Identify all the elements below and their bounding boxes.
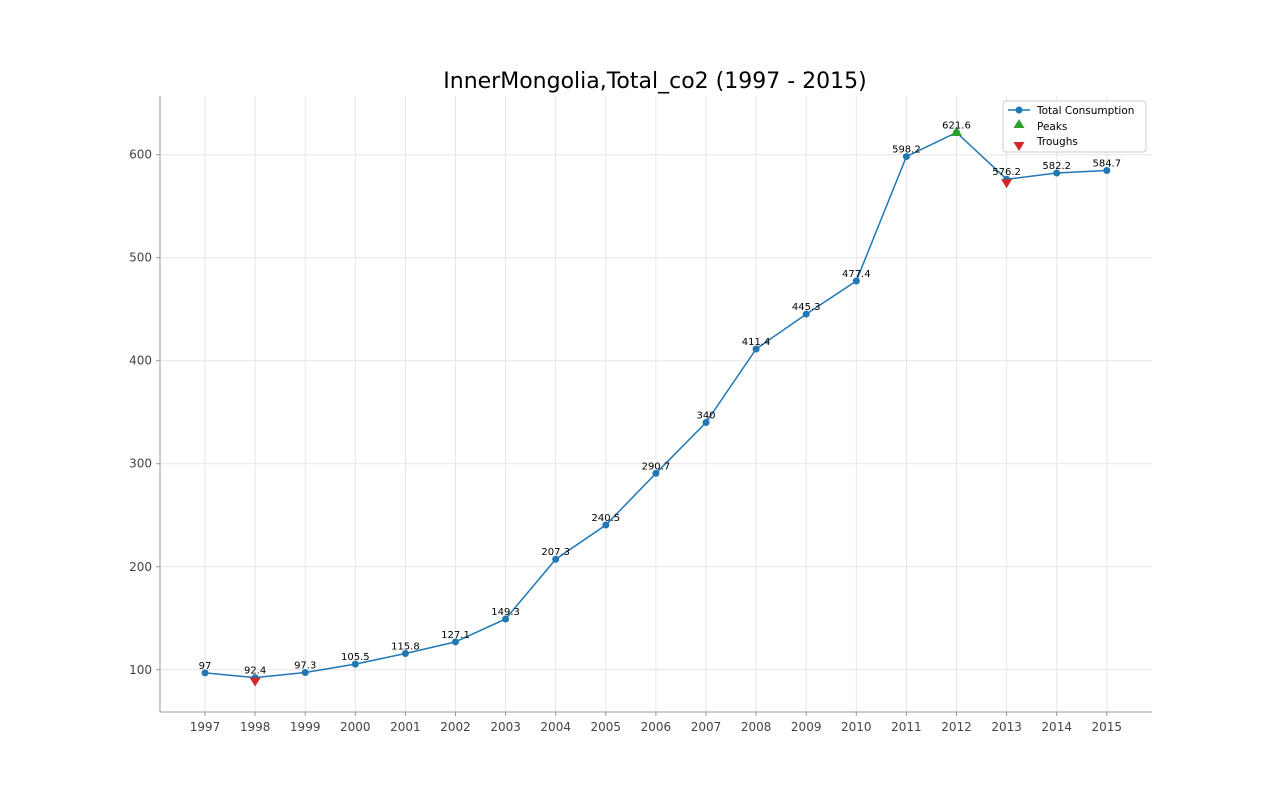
x-tick-label: 2013 [991,720,1022,734]
x-tick-label: 2007 [691,720,722,734]
data-point [301,669,309,677]
data-label: 97 [199,661,212,672]
chart-title: InnerMongolia,Total_co2 (1997 - 2015) [443,69,866,94]
y-tick-label: 400 [129,354,152,368]
data-point [351,660,359,668]
x-tick-label: 2006 [641,720,672,734]
data-labels: 97 92.4 97.3 105.5 115.8 127.1 149.3 207.3 240.5… [199,120,1121,676]
data-point [602,521,610,529]
data-label: 290.7 [642,461,671,472]
x-tick-label: 2008 [741,720,772,734]
x-tick-label: 2009 [791,720,822,734]
legend-peak-triangle-icon [1013,119,1025,128]
trough-marker [1001,179,1013,189]
data-label: 598.2 [892,145,921,156]
data-point [652,469,660,477]
x-tick-label: 2005 [591,720,622,734]
x-tick-label: 2015 [1092,720,1123,734]
data-label: 477.4 [842,269,871,280]
peak-marker [951,126,962,136]
data-label: 445.3 [792,302,821,313]
data-point [852,277,860,285]
data-point [902,153,910,161]
y-tick-label: 600 [129,148,152,162]
x-tick-label: 2004 [540,720,571,734]
data-label: 584.7 [1092,158,1121,169]
data-point [702,419,710,427]
x-tick-label: 2012 [941,720,972,734]
legend-box [1002,100,1147,153]
data-label: 127.1 [441,630,470,641]
y-tick-label: 500 [129,251,152,265]
legend: Total Consumption Peaks Troughs [1002,100,1147,153]
x-tick-label: 2014 [1041,720,1072,734]
data-label: 105.5 [341,652,370,663]
data-point [552,555,560,563]
y-tick-label: 100 [129,663,152,677]
legend-series-marker-icon [1015,106,1023,114]
data-point [752,345,760,353]
data-label: 340 [696,411,715,422]
legend-entry-troughs: Troughs [1013,136,1078,151]
data-label: 115.8 [391,641,420,652]
y-tick-label: 300 [129,457,152,471]
x-tick-label: 2010 [841,720,872,734]
data-point [1053,169,1061,177]
data-point [1103,166,1111,174]
data-point [502,615,510,623]
y-tick-labels: 100 200 300 400 500 600 [129,148,160,677]
data-point [201,669,209,677]
data-label: 97.3 [294,661,316,672]
legend-entry-series: Total Consumption [1008,105,1134,117]
data-label: 92.4 [244,666,266,677]
x-tick-label: 2003 [490,720,521,734]
x-tick-label: 2002 [440,720,471,734]
x-tick-label: 1998 [240,720,271,734]
legend-entry-peaks: Peaks [1013,119,1067,133]
data-label: 576.2 [992,167,1021,178]
trough-marker [249,677,261,687]
data-point [401,649,409,657]
data-label: 582.2 [1042,161,1071,172]
legend-label-series: Total Consumption [1036,105,1134,117]
y-tick-label: 200 [129,560,152,574]
x-tick-label: 1997 [190,720,221,734]
peak-trough-markers [249,126,1013,687]
x-tick-label: 2001 [390,720,421,734]
legend-trough-triangle-icon [1013,142,1025,151]
grid [160,96,1152,712]
legend-label-troughs: Troughs [1036,136,1078,148]
data-label: 621.6 [942,120,971,131]
data-label: 207.3 [541,547,570,558]
x-tick-label: 2000 [340,720,371,734]
data-label: 411.4 [742,337,771,348]
x-tick-label: 2011 [891,720,922,734]
x-tick-labels: 1997 1998 1999 2000 2001 2002 2003 2004 2005 2006… [190,712,1122,734]
data-label: 240.5 [591,513,620,524]
x-tick-label: 1999 [290,720,321,734]
data-label: 149.3 [491,607,520,618]
legend-label-peaks: Peaks [1037,121,1067,133]
data-point [452,638,459,646]
data-point [802,310,810,318]
